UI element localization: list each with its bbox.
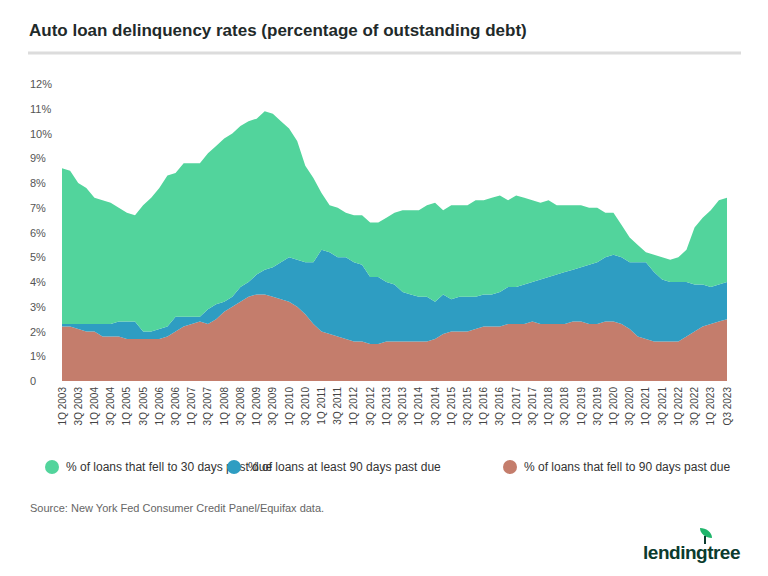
- x-tick-label: 1Q 2007: [186, 387, 197, 426]
- x-tick-label: 3Q 2003: [73, 387, 84, 426]
- y-tick: [60, 381, 62, 382]
- legend-swatch: [45, 460, 59, 474]
- x-tick-label: 1Q 2004: [89, 387, 100, 426]
- x-tick-label: 3Q 2018: [559, 387, 570, 426]
- x-tick-label: 1Q 2003: [57, 387, 68, 426]
- x-tick-label: 3Q 2009: [267, 387, 278, 426]
- x-tick-label: 3Q 2006: [170, 387, 181, 426]
- y-tick: [60, 331, 62, 332]
- x-tick-label: 1Q 2012: [348, 387, 359, 426]
- y-tick: [60, 133, 62, 134]
- x-tick-label: 1Q 2021: [640, 387, 651, 426]
- x-tick-label: 1Q 2013: [381, 387, 392, 426]
- y-tick: [60, 108, 62, 109]
- y-tick: [60, 158, 62, 159]
- x-tick-label: 3Q 2012: [365, 387, 376, 426]
- title: Auto loan delinquency rates (percentage …: [29, 21, 527, 40]
- y-tick-label: 3%: [30, 301, 46, 313]
- y-tick-label: 9%: [30, 152, 46, 164]
- y-tick-label: 10%: [30, 128, 52, 140]
- x-tick-label: 3Q 2022: [689, 387, 700, 426]
- y-tick-label: 11%: [30, 103, 51, 115]
- x-tick-label: 3Q 2020: [624, 387, 635, 426]
- x-tick-label: 3Q 2013: [397, 387, 408, 426]
- x-tick-label: 3Q 2015: [462, 387, 473, 426]
- x-tick-label: 1Q 2019: [576, 387, 587, 426]
- y-tick-label: 7%: [30, 202, 46, 214]
- x-tick-label: 3Q 2010: [300, 387, 311, 426]
- x-tick-label: 3Q 2019: [592, 387, 603, 426]
- x-tick-label: 1Q 2009: [251, 387, 262, 426]
- x-tick-label: 1Q 2017: [511, 387, 522, 426]
- x-tick-label: 1Q 2018: [543, 387, 554, 426]
- y-tick-label: 6%: [30, 227, 46, 239]
- legend-label: % of loans that fell to 90 days past due: [524, 460, 730, 474]
- x-tick-label: 1Q 2016: [478, 387, 489, 426]
- x-tick-label: 1Q 2008: [219, 387, 230, 426]
- y-tick-label: 8%: [30, 177, 46, 189]
- title-rule: [28, 52, 741, 55]
- y-tick-label: 0: [30, 375, 36, 387]
- x-tick-label: 3Q 2005: [138, 387, 149, 426]
- legend-label: % of loans at least 90 days past due: [248, 460, 441, 474]
- plot-area: [62, 111, 727, 381]
- x-tick-label: 1Q 2006: [154, 387, 165, 426]
- y-tick: [60, 207, 62, 208]
- x-tick-label: 3Q 2011: [332, 387, 343, 425]
- x-tick-label: 3Q 2014: [430, 387, 441, 426]
- legend-swatch: [227, 460, 241, 474]
- x-tick-label: 1Q 2010: [284, 387, 295, 426]
- y-tick-label: 2%: [30, 326, 46, 338]
- y-tick-label: 4%: [30, 276, 46, 288]
- x-tick-label: 1Q 2014: [413, 387, 424, 426]
- y-tick-label: 5%: [30, 251, 46, 263]
- y-tick: [60, 282, 62, 283]
- legend-swatch: [503, 460, 517, 474]
- legend-label: % of loans that fell to 30 days past due: [66, 460, 272, 474]
- source: Source: New York Fed Consumer Credit Pan…: [30, 502, 324, 514]
- x-tick-label: 1Q 2020: [608, 387, 619, 426]
- x-tick-label: 1Q 2011: [316, 387, 327, 425]
- area: [62, 111, 727, 331]
- chart: Auto loan delinquency rates (percentage …: [0, 0, 768, 576]
- x-tick-label: 3Q 2007: [202, 387, 213, 426]
- page: {"chart_data": { "type": "area", "title"…: [0, 0, 768, 576]
- x-tick-label: 1Q 2015: [446, 387, 457, 426]
- x-tick-label: 3Q 2021: [657, 387, 668, 426]
- x-tick-label: 1Q 2023: [705, 387, 716, 426]
- x-tick-label: 1Q 2005: [121, 387, 132, 426]
- y-tick-label: 1%: [30, 350, 46, 362]
- y-tick: [60, 183, 62, 184]
- x-tick-label: 3Q 2004: [105, 387, 116, 426]
- x-tick-label: 3Q 2017: [527, 387, 538, 426]
- y-tick: [60, 356, 62, 357]
- x-tick-label: 3Q 2008: [235, 387, 246, 426]
- y-tick: [60, 306, 62, 307]
- y-tick: [60, 84, 62, 85]
- x-tick-label: 3Q 2016: [494, 387, 505, 426]
- y-tick-label: 12%: [30, 78, 52, 90]
- x-tick-label: Q3 2023: [722, 387, 733, 426]
- y-tick: [60, 257, 62, 258]
- x-tick-label: 1Q 2022: [673, 387, 684, 426]
- logo: lendingtree: [643, 542, 740, 563]
- y-tick: [60, 232, 62, 233]
